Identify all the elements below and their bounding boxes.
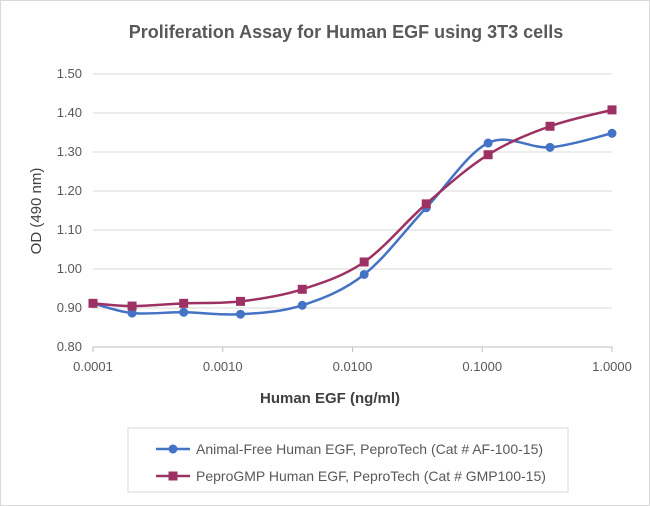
data-point bbox=[127, 301, 137, 311]
data-point bbox=[179, 298, 189, 308]
data-point bbox=[235, 296, 245, 306]
y-tick-label: 0.80 bbox=[57, 339, 82, 354]
legend-label: PeproGMP Human EGF, PeproTech (Cat # GMP… bbox=[196, 468, 546, 484]
legend-box bbox=[127, 427, 569, 493]
x-tick-label: 0.0010 bbox=[203, 359, 243, 374]
data-point bbox=[235, 309, 245, 319]
y-tick-label: 1.40 bbox=[57, 105, 82, 120]
legend-square-marker bbox=[168, 471, 178, 481]
y-tick-label: 1.10 bbox=[57, 222, 82, 237]
x-tick-label: 0.0100 bbox=[333, 359, 373, 374]
data-point bbox=[359, 269, 369, 279]
y-tick-label: 1.00 bbox=[57, 261, 82, 276]
series-1 bbox=[88, 128, 617, 319]
data-point bbox=[127, 308, 137, 318]
x-axis-label: Human EGF (ng/ml) bbox=[260, 390, 400, 407]
data-point bbox=[545, 142, 555, 152]
x-tick-label: 1.0000 bbox=[592, 359, 632, 374]
data-point bbox=[421, 199, 431, 209]
series-2 bbox=[88, 105, 617, 311]
data-point bbox=[179, 307, 189, 317]
data-point bbox=[297, 300, 307, 310]
data-point bbox=[359, 257, 369, 267]
series-line bbox=[92, 132, 613, 316]
y-tick-label: 0.90 bbox=[57, 300, 82, 315]
data-point bbox=[483, 138, 493, 148]
legend-circle-marker bbox=[168, 444, 178, 454]
legend-item: Animal-Free Human EGF, PeproTech (Cat # … bbox=[156, 441, 543, 457]
data-point bbox=[545, 121, 555, 131]
legend-item: PeproGMP Human EGF, PeproTech (Cat # GMP… bbox=[156, 468, 546, 484]
y-axis-label: OD (490 nm) bbox=[28, 168, 45, 255]
data-point bbox=[297, 284, 307, 294]
chart-title: Proliferation Assay for Human EGF using … bbox=[129, 22, 563, 42]
y-tick-label: 1.30 bbox=[57, 144, 82, 159]
data-point bbox=[607, 105, 617, 115]
y-tick-label: 1.20 bbox=[57, 183, 82, 198]
data-point bbox=[88, 298, 98, 308]
data-point bbox=[483, 150, 493, 160]
series-line bbox=[92, 108, 613, 308]
x-tick-label: 0.1000 bbox=[462, 359, 502, 374]
x-tick-label: 0.0001 bbox=[73, 359, 113, 374]
legend-label: Animal-Free Human EGF, PeproTech (Cat # … bbox=[196, 441, 543, 457]
data-point bbox=[607, 128, 617, 138]
y-tick-label: 1.50 bbox=[57, 66, 82, 81]
